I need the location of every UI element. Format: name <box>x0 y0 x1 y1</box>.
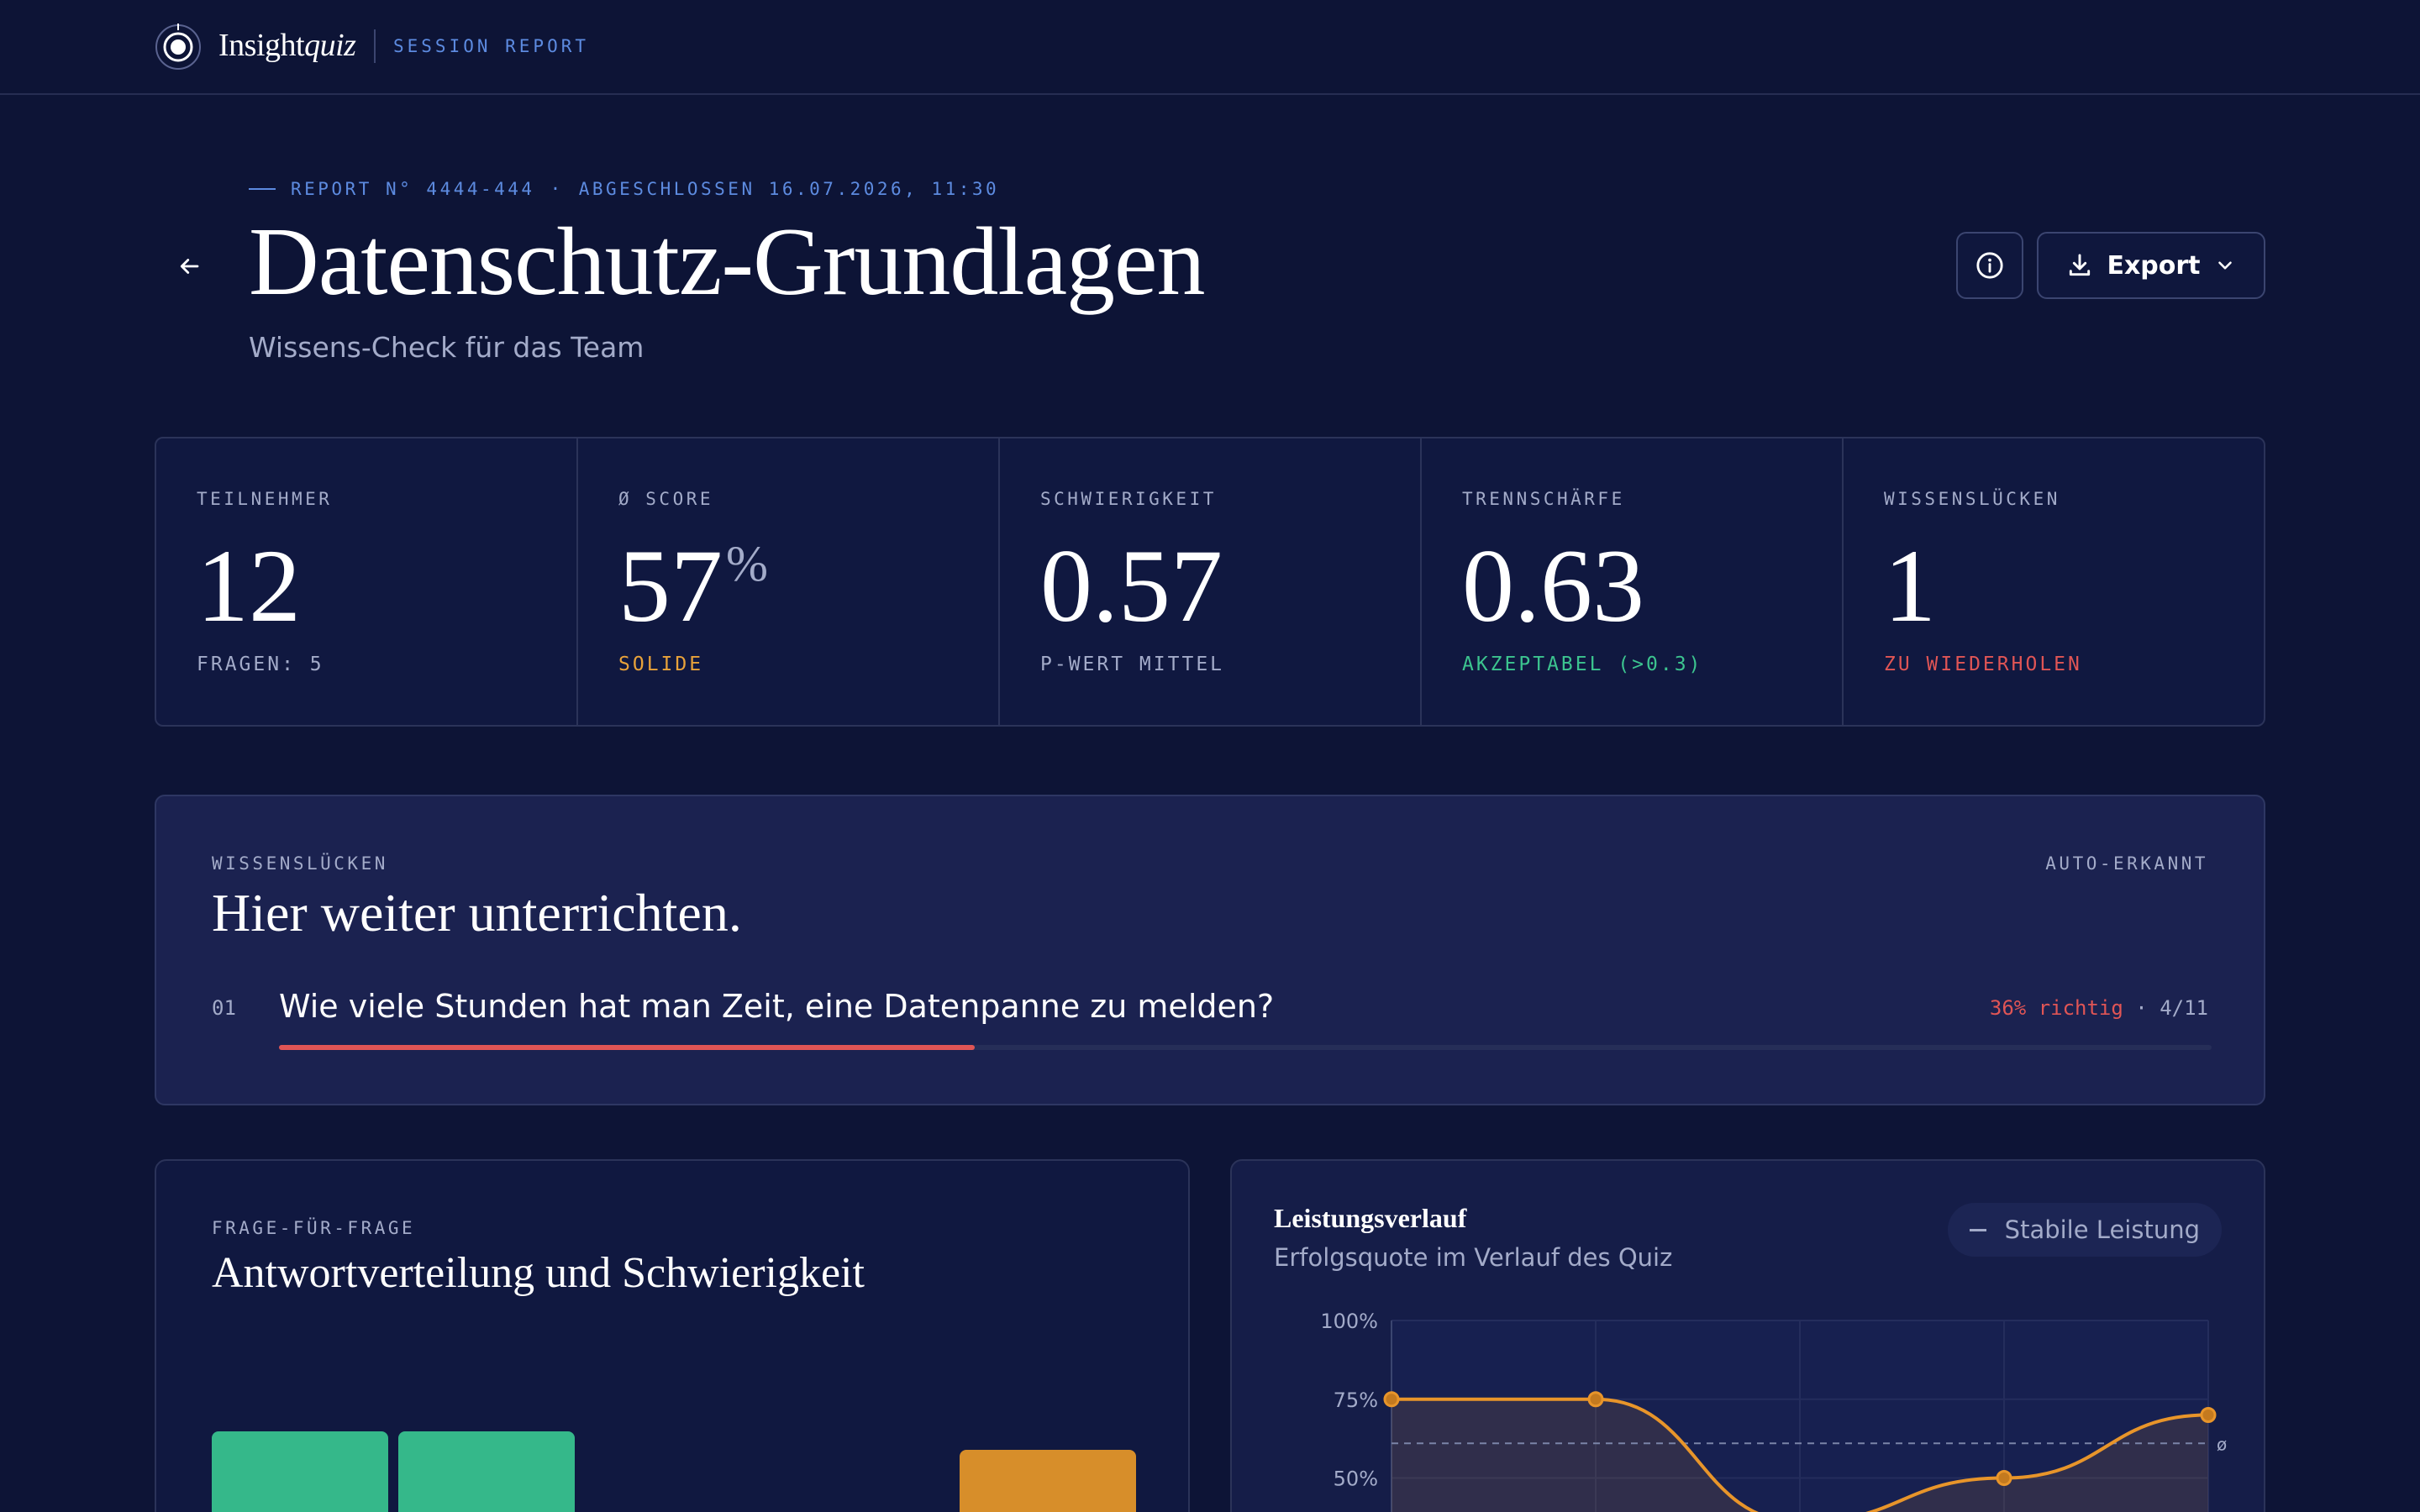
completed-date: ABGESCHLOSSEN 16.07.2026, 11:30 <box>578 179 1000 199</box>
stat-score: Ø SCORE 57% SOLIDE <box>578 438 1000 725</box>
info-icon <box>1976 252 2003 279</box>
stat-note: SOLIDE <box>618 654 704 675</box>
card-label: FRAGE-FÜR-FRAGE <box>212 1218 416 1238</box>
report-meta: REPORT N° 4444-444 · ABGESCHLOSSEN 16.07… <box>249 179 999 199</box>
gaps-label: WISSENSLÜCKEN <box>212 853 388 874</box>
auto-detected-label: AUTO-ERKANNT <box>2045 853 2208 874</box>
data-point <box>2200 1407 2217 1423</box>
stat-value: 1 <box>1884 528 1936 643</box>
chevron-down-icon <box>2217 261 2232 270</box>
stat-note: P-WERT MITTEL <box>1040 654 1225 675</box>
stat-value: 12 <box>197 528 301 643</box>
stat-label: TEILNEHMER <box>197 489 333 509</box>
info-button[interactable] <box>1956 232 2023 299</box>
page-title: Datenschutz-Grundlagen <box>249 208 1206 316</box>
stat-participants: TEILNEHMER 12 FRAGEN: 5 <box>156 438 578 725</box>
percent-suffix: % <box>726 536 768 591</box>
data-point <box>1587 1391 1604 1408</box>
report-number: REPORT N° 4444-444 <box>291 179 535 199</box>
dash-icon <box>1969 1228 1986 1231</box>
gap-correct-rate: 36% richtig <box>1989 996 2123 1020</box>
knowledge-gaps-card: WISSENSLÜCKEN AUTO-ERKANNT Hier weiter u… <box>155 795 2265 1105</box>
performance-chart: 100% 75% 50% ø <box>1320 1310 2227 1512</box>
stats-panel: TEILNEHMER 12 FRAGEN: 5 Ø SCORE 57% SOLI… <box>155 437 2265 727</box>
answer-distribution-card: FRAGE-FÜR-FRAGE Antwortverteilung und Sc… <box>155 1159 1190 1512</box>
stat-knowledge-gaps: WISSENSLÜCKEN 1 ZU WIEDERHOLEN <box>1844 438 2264 725</box>
stat-difficulty: SCHWIERIGKEIT 0.57 P-WERT MITTEL <box>1000 438 1422 725</box>
stat-label: Ø SCORE <box>618 489 714 509</box>
export-button[interactable]: Export <box>2037 232 2265 299</box>
performance-card: Leistungsverlauf Erfolgsquote im Verlauf… <box>1230 1159 2265 1512</box>
gap-separator: · <box>2135 996 2148 1020</box>
divider <box>374 29 376 63</box>
logo-icon <box>155 24 201 70</box>
gap-count: 4/11 <box>2160 996 2208 1020</box>
stat-discrimination: TRENNSCHÄRFE 0.63 AKZEPTABEL (>0.3) <box>1422 438 1844 725</box>
data-point <box>1996 1470 2012 1486</box>
gap-progress-track <box>279 1045 2212 1050</box>
stat-label: SCHWIERIGKEIT <box>1040 489 1217 509</box>
trend-label: Stabile Leistung <box>2004 1215 2200 1244</box>
average-marker: ø <box>2217 1434 2227 1454</box>
card-title: Antwortverteilung und Schwierigkeit <box>212 1249 865 1297</box>
arrow-left-icon <box>180 259 199 274</box>
back-button[interactable] <box>168 245 210 287</box>
card-subtitle: Erfolgsquote im Verlauf des Quiz <box>1274 1243 1673 1272</box>
stat-note: AKZEPTABEL (>0.3) <box>1462 654 1703 675</box>
stat-note: FRAGEN: 5 <box>197 654 324 675</box>
gap-question[interactable]: Wie viele Stunden hat man Zeit, eine Dat… <box>279 988 1275 1025</box>
stat-value: 0.57 <box>1040 528 1223 643</box>
brand-name[interactable]: Insightquiz <box>218 28 356 63</box>
trend-badge: Stabile Leistung <box>1947 1203 2222 1257</box>
gap-number: 01 <box>212 996 236 1020</box>
gap-stat: 36% richtig · 4/11 <box>1990 996 2208 1020</box>
data-point <box>1383 1391 1400 1408</box>
y-tick-label: 100% <box>1320 1310 1378 1333</box>
question-bar-5[interactable] <box>960 1450 1136 1512</box>
question-bar-1[interactable] <box>212 1431 388 1512</box>
stat-note: ZU WIEDERHOLEN <box>1884 654 2082 675</box>
meta-separator: · <box>550 179 564 199</box>
gaps-title: Hier weiter unterrichten. <box>212 883 742 942</box>
stat-label: WISSENSLÜCKEN <box>1884 489 2060 509</box>
y-tick-label: 50% <box>1334 1467 1378 1491</box>
series-line <box>1392 1397 2209 1512</box>
download-icon <box>2070 254 2091 276</box>
gap-progress-fill <box>279 1045 975 1050</box>
stat-value: 57% <box>618 528 768 643</box>
dash-decoration <box>249 188 276 190</box>
section-label: SESSION REPORT <box>393 36 590 56</box>
page-subtitle: Wissens-Check für das Team <box>249 331 644 364</box>
y-tick-label: 75% <box>1334 1389 1378 1412</box>
top-bar: Insightquiz SESSION REPORT <box>0 0 2420 95</box>
question-bar-2[interactable] <box>398 1431 575 1512</box>
card-title: Leistungsverlauf <box>1274 1203 1467 1233</box>
export-label: Export <box>2107 250 2201 281</box>
stat-value: 0.63 <box>1462 528 1644 643</box>
stat-label: TRENNSCHÄRFE <box>1462 489 1625 509</box>
